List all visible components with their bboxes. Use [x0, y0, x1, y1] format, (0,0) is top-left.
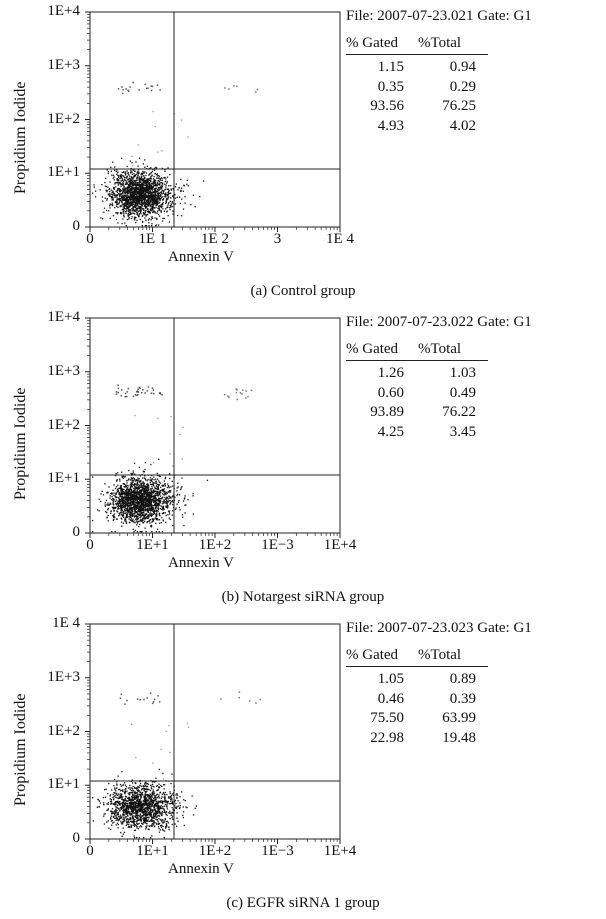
stats-cell: 93.89 [370, 404, 404, 420]
x-tick-label: 1E−3 [261, 537, 294, 553]
x-tick-label: 1E+1 [136, 537, 169, 553]
stats-table: % Gated %Total 1.15 0.94 0.35 0.29 93.56 76.25 4… [346, 35, 488, 137]
y-tick-label: 1E+1 [47, 164, 80, 181]
stats-cell: 0.94 [449, 59, 476, 75]
stats-cell: 93.56 [370, 98, 404, 114]
stats-cell: 22.98 [370, 729, 404, 746]
stats-cell: 63.99 [442, 710, 476, 726]
stats-header-cell: %Total [418, 341, 462, 357]
event-dots [92, 81, 259, 227]
event-dots [92, 691, 261, 839]
file-gate-line: File: 2007-07-23.022 Gate: G1 [346, 314, 532, 330]
panel-caption: (a) Control group [250, 283, 356, 299]
stats-cell: 0.89 [449, 671, 476, 687]
stats-row: 4.25 3.45 [346, 424, 488, 444]
stats-body: 1.05 0.89 0.46 0.39 75.50 63.99 22.98 19.48 [346, 671, 488, 749]
stats-cell: 19.48 [442, 729, 476, 746]
stats-cell: 76.25 [442, 98, 476, 114]
file-gate-line: File: 2007-07-23.021 Gate: G1 [346, 8, 532, 24]
stats-cell: 1.03 [449, 365, 476, 381]
x-tick-label: 1E+2 [198, 537, 232, 553]
stats-header-cell: %Total [418, 35, 462, 51]
x-tick-label: 1E+2 [198, 843, 232, 859]
stats-row: 0.46 0.39 [346, 691, 488, 711]
stats-header: % Gated %Total [346, 35, 488, 55]
scatter-plot [85, 317, 341, 538]
x-tick-label: 1E−3 [261, 843, 294, 859]
panel-a: Propidium Iodide 1E+4 1E+3 1E+2 1E+1 0 0 1E 1 1E… [0, 0, 606, 306]
stats-cell: 1.15 [377, 59, 404, 75]
stats-header-cell: % Gated [346, 341, 399, 357]
x-tick-label: 1E+4 [323, 537, 357, 553]
x-axis-label: Annexin V [168, 861, 234, 877]
x-tick-label: 1E 1 [138, 231, 167, 247]
y-tick-label: 0 [72, 830, 81, 846]
stats-row: 0.60 0.49 [346, 385, 488, 405]
stats-cell: 0.39 [449, 690, 476, 707]
stats-cell: 1.05 [377, 671, 404, 687]
file-gate-line: File: 2007-07-23.023 Gate: G1 [346, 620, 532, 636]
y-tick-label: 1E+3 [47, 668, 80, 685]
x-axis-label: Annexin V [168, 249, 234, 265]
stats-body: 1.26 1.03 0.60 0.49 93.89 76.22 4.25 3.45 [346, 365, 488, 443]
stats-row: 22.98 19.48 [346, 730, 488, 750]
stats-cell: 4.02 [449, 117, 476, 134]
panel-c: Propidium Iodide 1E 4 1E+3 1E+2 1E+1 0 0 1E+1 1E… [0, 612, 606, 918]
stats-cell: 3.45 [449, 423, 476, 440]
x-tick-label: 1E 2 [201, 231, 229, 247]
stats-cell: 0.35 [377, 78, 404, 95]
panel-caption: (b) Notargest siRNA group [221, 589, 385, 605]
y-tick-label: 1E+1 [47, 776, 80, 793]
y-tick-label: 1E+1 [47, 470, 80, 487]
y-tick-label: 1E+2 [47, 416, 80, 433]
stats-header: % Gated %Total [346, 647, 488, 667]
y-tick-label: 1E 4 [52, 615, 80, 631]
stats-cell: 75.50 [370, 710, 404, 726]
stats-header: % Gated %Total [346, 341, 488, 361]
stats-cell: 4.25 [377, 423, 404, 440]
stats-header-cell: % Gated [346, 35, 399, 51]
stats-cell: 1.26 [377, 365, 404, 381]
stats-row: 75.50 63.99 [346, 710, 488, 730]
x-axis-label: Annexin V [168, 555, 234, 571]
y-tick-label: 1E+4 [47, 3, 80, 19]
y-tick-label: 1E+2 [47, 110, 80, 127]
y-tick-label: 1E+4 [47, 309, 80, 325]
scatter-plot [85, 11, 341, 232]
stats-cell: 0.49 [449, 384, 476, 401]
y-tick-label: 1E+2 [47, 722, 80, 739]
stats-row: 1.15 0.94 [346, 59, 488, 79]
stats-cell: 76.22 [442, 404, 476, 420]
scatter-plot [85, 623, 341, 844]
stats-header-cell: % Gated [346, 647, 399, 663]
stats-row: 1.26 1.03 [346, 365, 488, 385]
y-tick-label: 1E+3 [47, 362, 80, 379]
x-tick-label: 3 [273, 231, 282, 247]
stats-body: 1.15 0.94 0.35 0.29 93.56 76.25 4.93 4.02 [346, 59, 488, 137]
stats-cell: 0.29 [449, 78, 476, 95]
stats-row: 0.35 0.29 [346, 79, 488, 99]
stats-header-cell: %Total [418, 647, 462, 663]
y-tick-label: 0 [72, 524, 81, 540]
panel-b: Propidium Iodide 1E+4 1E+3 1E+2 1E+1 0 0 1E+1 1E… [0, 306, 606, 612]
stats-table: % Gated %Total 1.26 1.03 0.60 0.49 93.89 76.22 4… [346, 341, 488, 443]
x-tick-label: 0 [86, 231, 94, 247]
stats-cell: 4.93 [377, 117, 404, 134]
stats-row: 93.89 76.22 [346, 404, 488, 424]
x-tick-label: 1E+1 [136, 843, 169, 859]
stats-row: 1.05 0.89 [346, 671, 488, 691]
y-tick-label: 0 [72, 218, 81, 234]
stats-cell: 0.46 [377, 690, 404, 707]
stats-row: 4.93 4.02 [346, 118, 488, 138]
x-tick-label: 1E 4 [326, 231, 354, 247]
y-tick-label: 1E+3 [47, 56, 80, 73]
x-tick-label: 0 [86, 843, 94, 859]
x-tick-label: 1E+4 [323, 843, 357, 859]
stats-table: % Gated %Total 1.05 0.89 0.46 0.39 75.50 63.99 2… [346, 647, 488, 749]
panel-caption: (c) EGFR siRNA 1 group [226, 895, 380, 911]
stats-row: 93.56 76.25 [346, 98, 488, 118]
stats-cell: 0.60 [377, 384, 404, 401]
event-dots [92, 384, 253, 533]
x-tick-label: 0 [86, 537, 94, 553]
